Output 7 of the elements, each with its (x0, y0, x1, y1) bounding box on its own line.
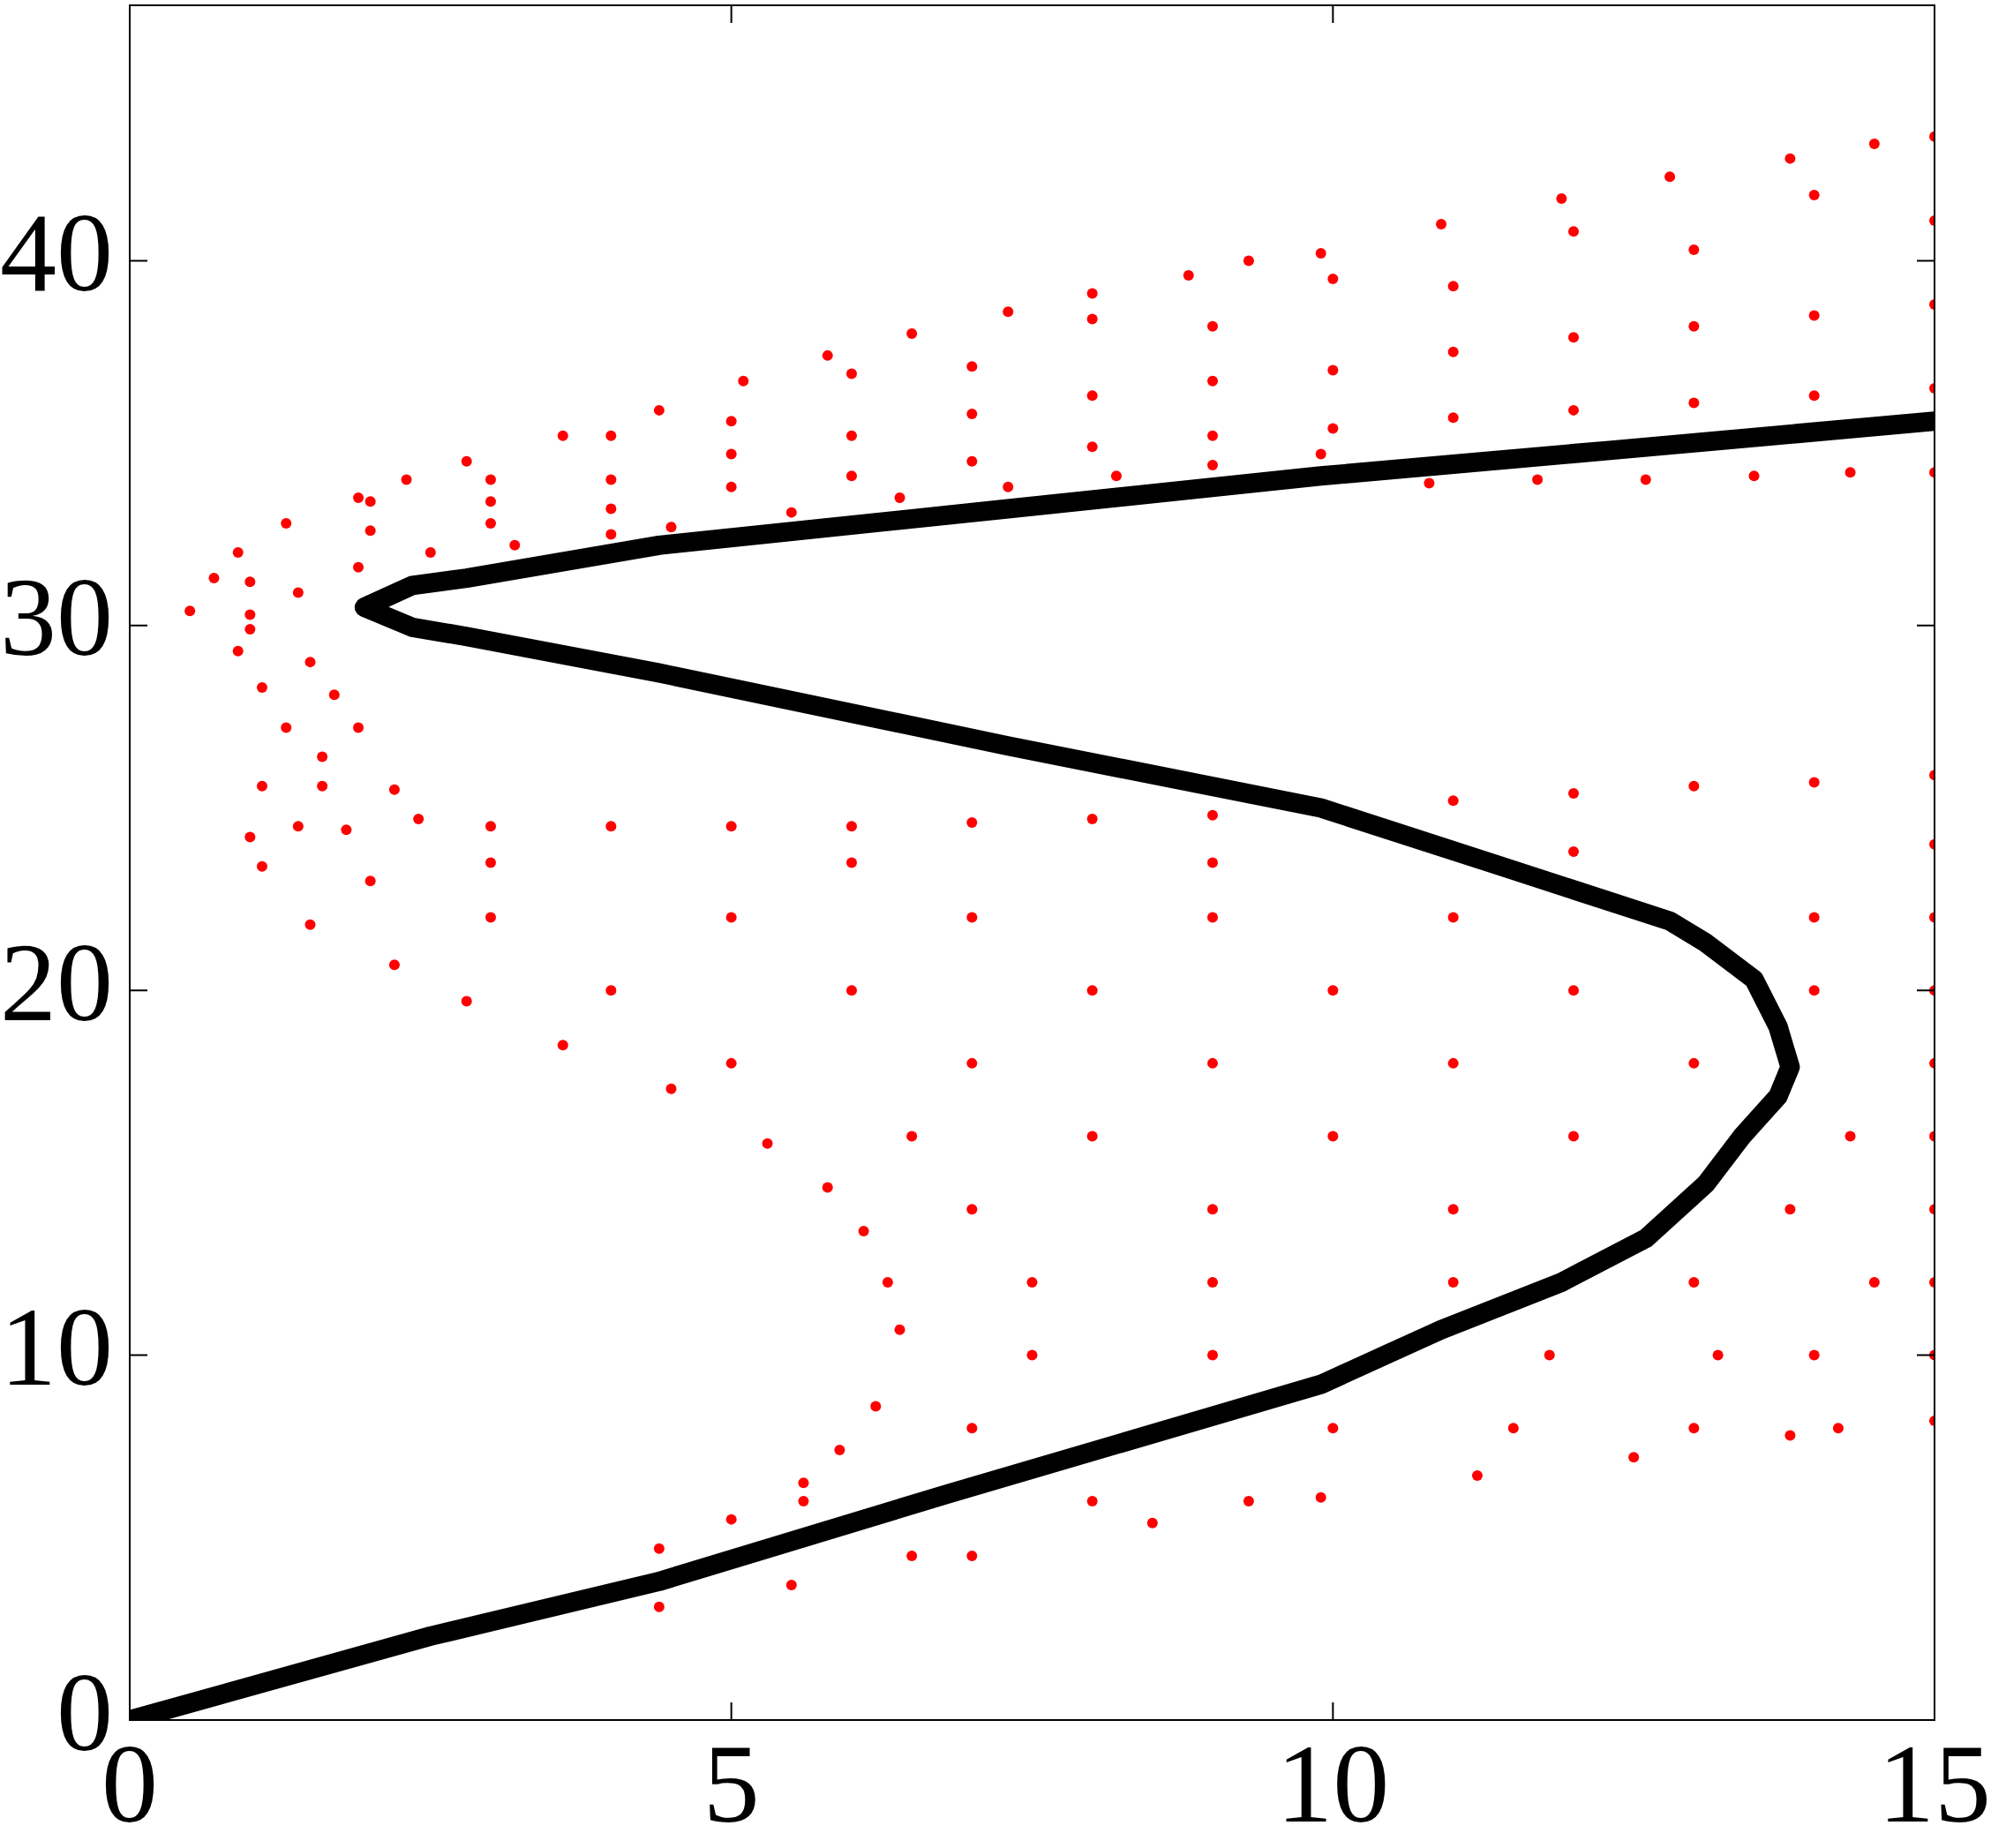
y-tick-label: 40 (0, 189, 113, 315)
x-tick-label: 10 (1276, 1720, 1390, 1846)
x-tick-label: 5 (702, 1720, 760, 1846)
y-tick-label: 30 (0, 554, 113, 680)
x-tick-label: 15 (1878, 1720, 1991, 1846)
y-tick-label: 20 (0, 919, 113, 1045)
y-tick-label: 10 (0, 1284, 113, 1410)
